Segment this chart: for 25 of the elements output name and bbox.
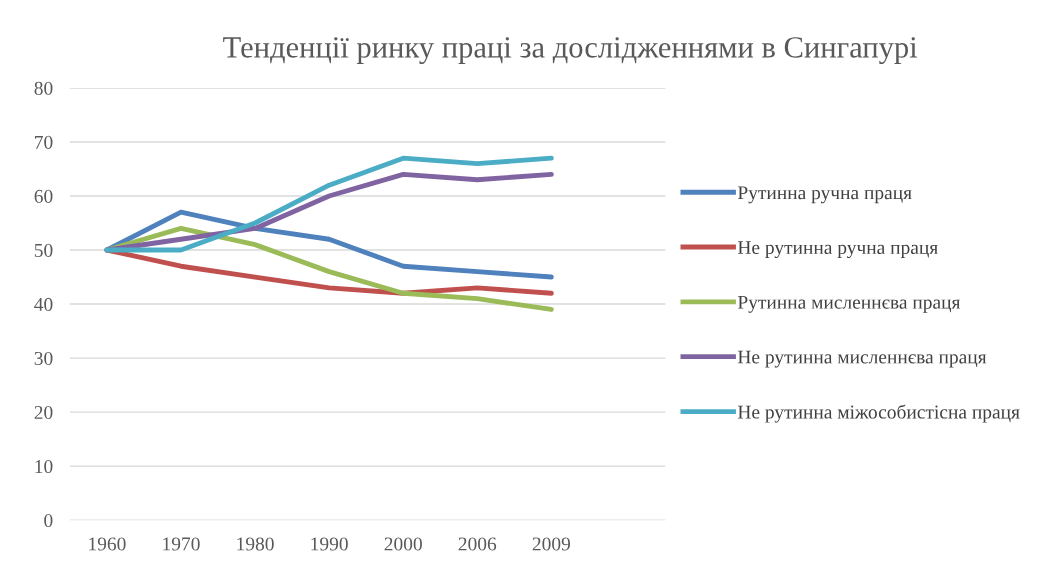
y-tick-label: 40 [34,297,53,311]
x-tick-label: 1970 [163,537,200,551]
line-series [104,225,554,312]
x-tick-label: 2006 [458,537,497,551]
x-tick-label: 1960 [89,537,126,551]
chart-title: Тенденції ринку праці за дослідженнями в Сингапурі [223,37,918,64]
y-tick-label: 20 [34,405,53,420]
y-tick-label: 70 [35,135,53,149]
line-series [104,209,554,280]
x-tick-label: 2009 [532,537,571,551]
x-tick-label: 1980 [237,537,274,551]
x-tick-label: 1990 [311,537,348,551]
y-tick-label: 0 [44,514,53,528]
legend-label: Не рутинна міжособистісна праця [737,404,1020,423]
y-tick-label: 50 [34,243,53,257]
legend-label: Рутинна ручна праця [737,186,912,204]
legend-label: Рутинна мисленнєва праця [737,295,961,313]
x-tick-label: 2000 [384,537,422,551]
y-tick-label: 80 [34,81,53,95]
y-tick-label: 10 [35,459,53,474]
line-series [104,155,554,253]
legend-label: Не рутинна мисленнєва праця [737,350,987,368]
legend-label: Не рутинна ручна праця [737,241,938,259]
y-tick-label: 60 [34,189,53,203]
y-tick-label: 30 [34,351,53,366]
